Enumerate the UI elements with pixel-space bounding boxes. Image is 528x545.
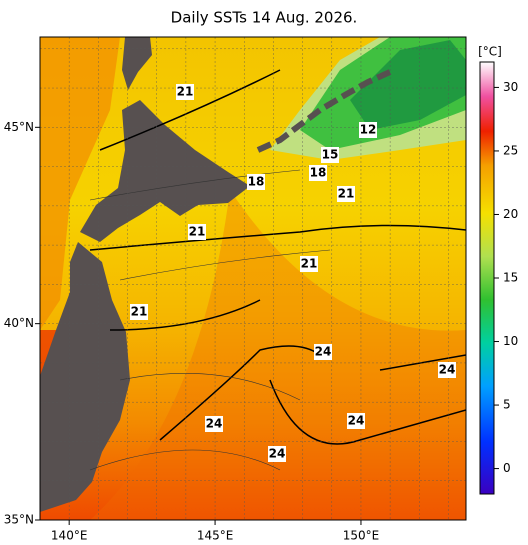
warm-sea	[40, 37, 120, 330]
lat-label: 45°N	[4, 120, 34, 134]
contour-label: 24	[439, 363, 456, 377]
lat-label: 40°N	[4, 316, 34, 330]
map-frame	[39, 36, 467, 521]
contour	[89, 69, 466, 445]
land	[122, 37, 152, 90]
land	[80, 100, 250, 242]
land	[40, 242, 130, 512]
contour-label: 21	[131, 305, 148, 319]
colorbar-tick-label: 20	[503, 207, 518, 221]
lat-label: 35°N	[4, 513, 34, 527]
contour-label: 18	[248, 175, 265, 189]
map-area	[40, 37, 466, 520]
contour-label: 21	[177, 85, 194, 99]
contour-label: 12	[360, 123, 377, 137]
title: Daily SSTs 14 Aug. 2026.	[171, 9, 358, 27]
contour-label: 21	[338, 187, 355, 201]
contour-label: 24	[269, 447, 286, 461]
contour-label: 21	[189, 225, 206, 239]
contour-label: 24	[348, 414, 365, 428]
contour-label: 24	[315, 345, 332, 359]
contour	[89, 169, 331, 471]
colorbar-unit: [°C]	[478, 45, 502, 59]
colorbar-tick-label: 10	[503, 334, 518, 348]
colorbar-tick-label: 30	[503, 80, 518, 94]
colorbar-tick-label: 15	[503, 271, 518, 285]
cold-sea	[350, 40, 466, 130]
islands	[256, 69, 392, 153]
warm-sea	[90, 190, 466, 520]
contour-label: 24	[206, 417, 223, 431]
contour-label: 15	[322, 148, 339, 162]
colorbar-tick-label: 5	[503, 398, 511, 412]
contour-labels: 21 12 15 18 18 21 21 21 21 24 24 24 24 2…	[130, 84, 456, 462]
contour-label: 21	[301, 257, 318, 271]
colorbar-tick-label: 25	[503, 143, 518, 157]
colorbar-tick-label: 0	[503, 461, 511, 475]
contour-label: 18	[310, 166, 327, 180]
colorbar	[479, 61, 495, 495]
lon-label: 140°E	[51, 529, 88, 543]
lon-label: 145°E	[197, 529, 234, 543]
lon-label: 150°E	[343, 529, 380, 543]
